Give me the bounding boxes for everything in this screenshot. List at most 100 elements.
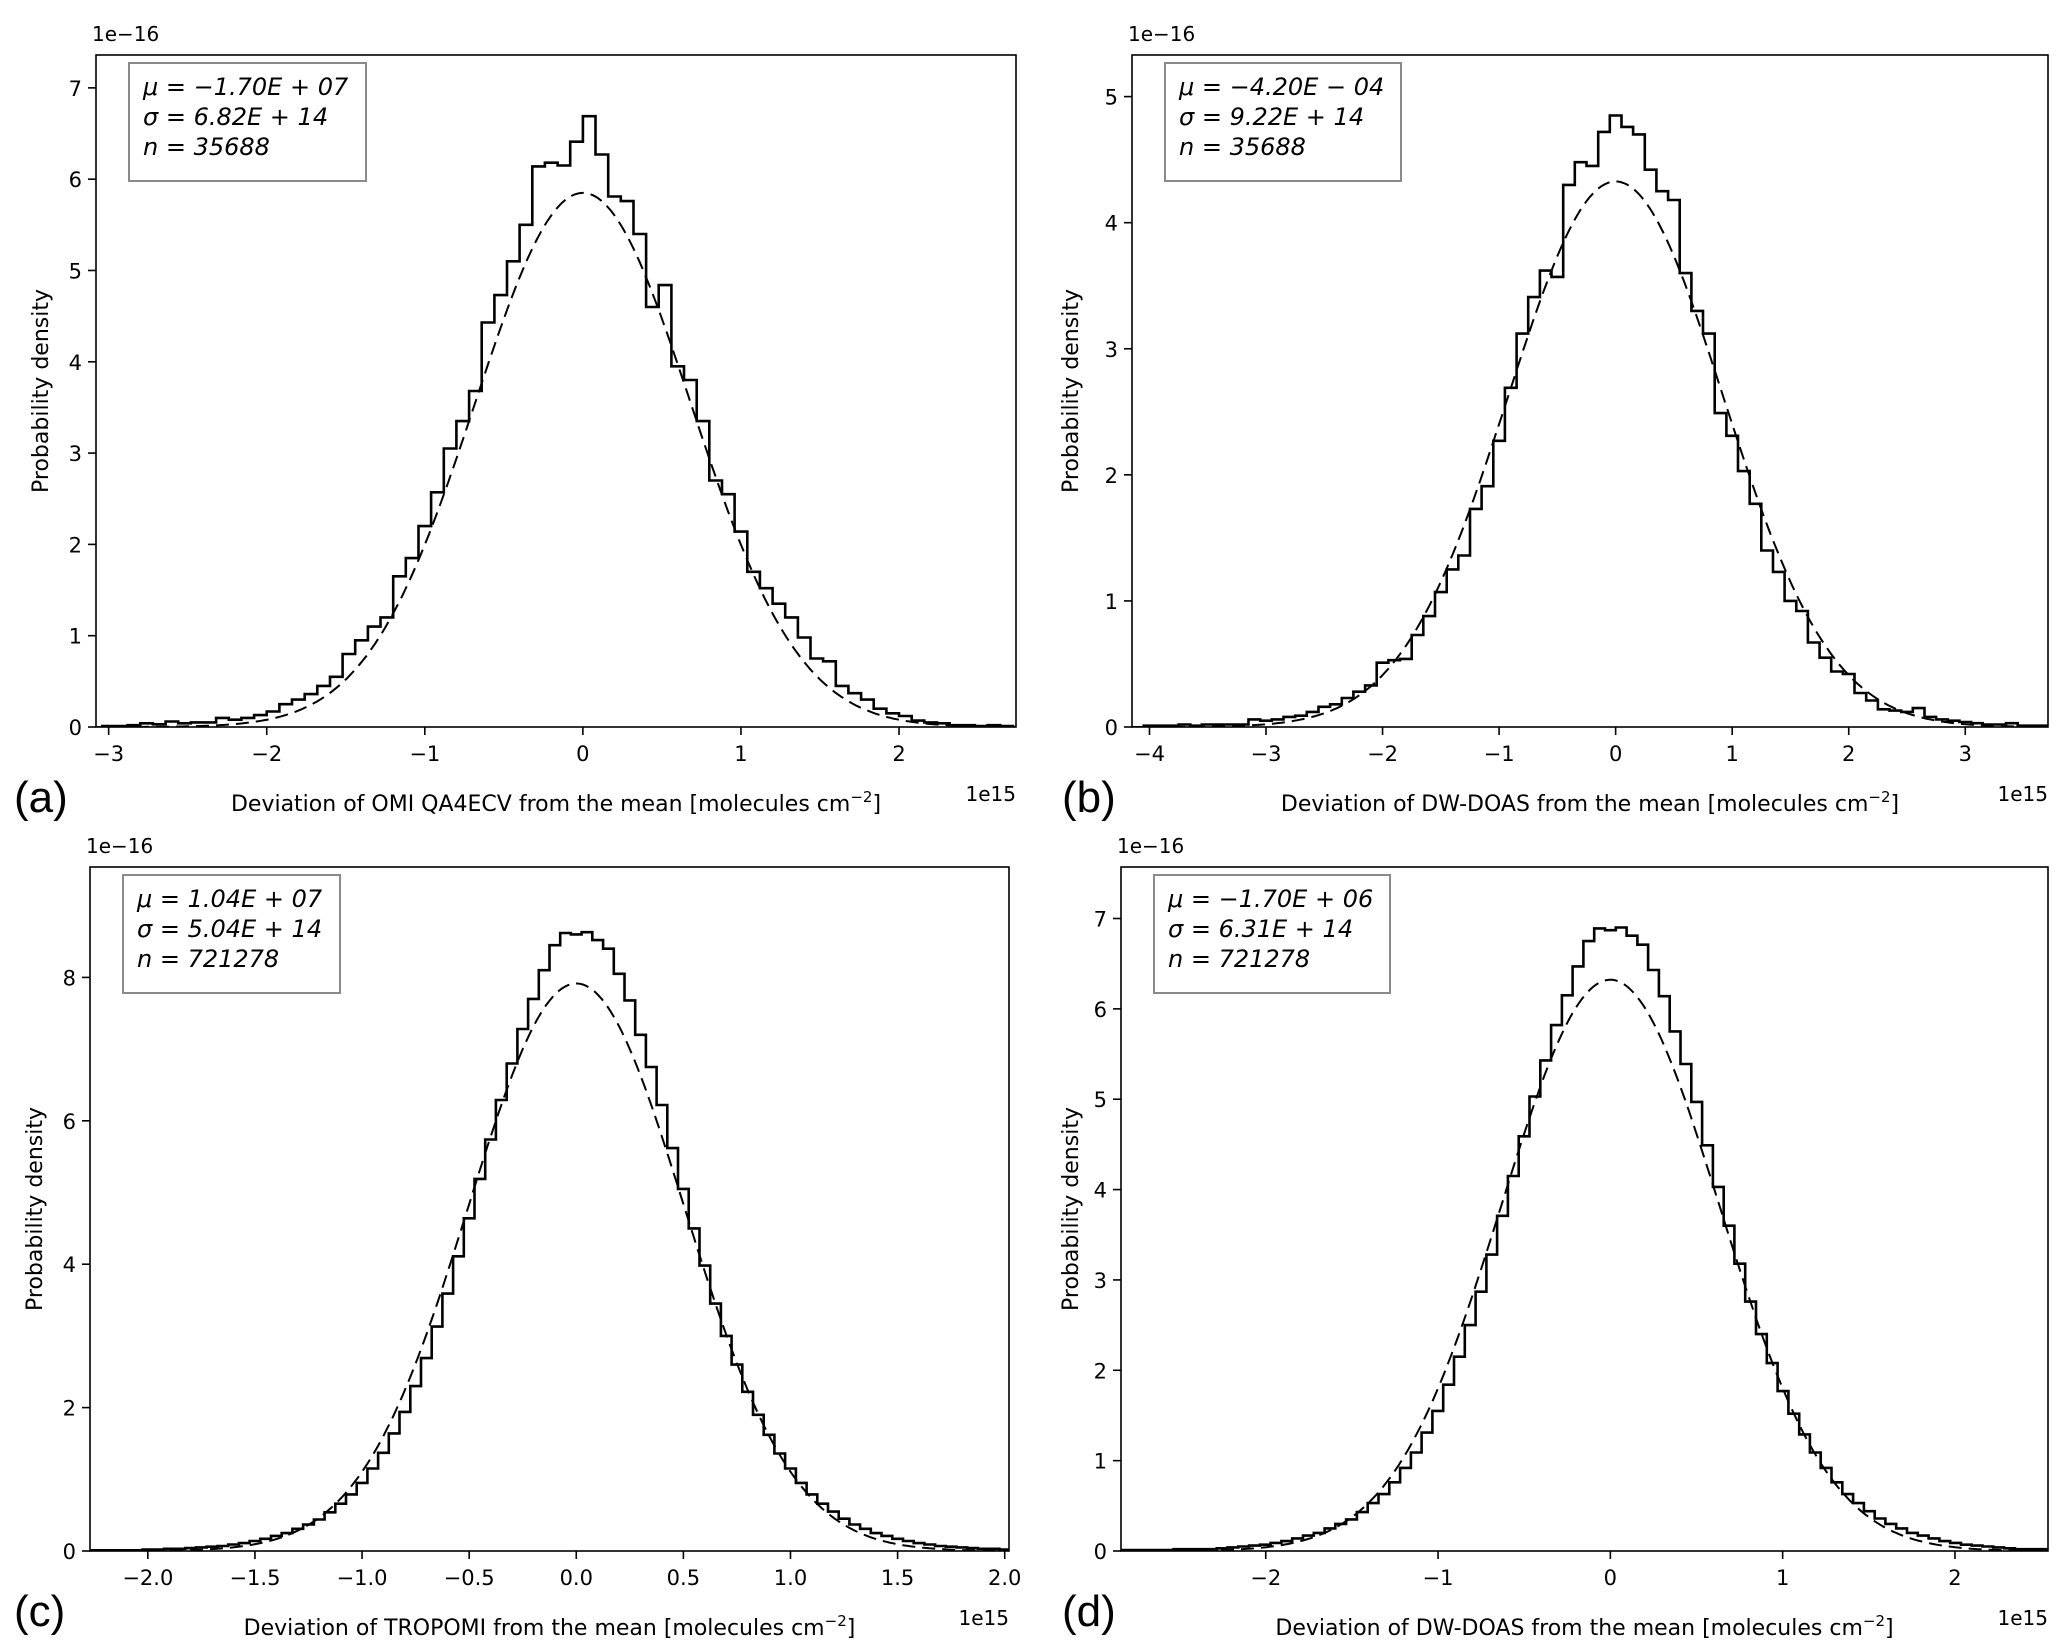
x-axis-label: Deviation of DW-DOAS from the mean [mole… (1275, 1612, 1893, 1641)
x-tick-label: −1 (409, 742, 440, 766)
x-axis-label: Deviation of TROPOMI from the mean [mole… (244, 1612, 856, 1641)
x-tick-label: −3 (93, 742, 124, 766)
axes-frame (95, 54, 1017, 728)
x-axis-label: Deviation of OMI QA4ECV from the mean [m… (231, 788, 881, 817)
stats-line: n = 721278 (1168, 945, 1310, 973)
x-tick-label: 1.0 (774, 1566, 807, 1590)
panel-label: (c) (14, 1587, 65, 1636)
y-tick-label: 8 (63, 966, 76, 990)
x-axis-label-end: ] (847, 1616, 856, 1641)
y-axis-label: Probability density (29, 289, 54, 493)
stats-line: σ = 6.31E + 14 (1168, 915, 1353, 943)
y-tick-label: 4 (1094, 1179, 1107, 1203)
y-tick-label: 0 (1105, 716, 1118, 740)
y-tick-label: 2 (1105, 464, 1118, 488)
x-tick-label: −1 (1484, 742, 1515, 766)
stats-box: μ = 1.04E + 07σ = 5.04E + 14n = 721278 (122, 874, 341, 994)
x-offset-label: 1e15 (966, 782, 1016, 806)
y-axis-label: Probability density (1059, 289, 1084, 493)
histogram-step-line (1121, 926, 2048, 1551)
y-tick-label: 7 (1094, 908, 1107, 932)
stats-line: n = 35688 (143, 133, 270, 161)
gaussian-fit-curve (90, 982, 1009, 1551)
x-axis-label-end: ] (872, 792, 881, 817)
x-tick-label: −2 (1250, 1566, 1281, 1590)
x-axis-label-end: ] (1891, 792, 1900, 817)
x-tick-label: 0.5 (667, 1566, 700, 1590)
x-tick-label: −2.0 (122, 1566, 173, 1590)
x-tick-label: 2 (1948, 1566, 1961, 1590)
x-tick-label: 1.5 (881, 1566, 914, 1590)
x-axis-label-text: Deviation of DW-DOAS from the mean [mole… (1281, 792, 1869, 817)
x-axis-label-superscript: −2 (825, 1612, 847, 1630)
y-tick-label: 2 (63, 1397, 76, 1421)
x-tick-label: −2 (251, 742, 282, 766)
x-tick-label: 3 (1959, 742, 1972, 766)
panel-label: (a) (14, 773, 68, 822)
x-tick-label: −2 (1367, 742, 1398, 766)
stats-box-frame (128, 62, 367, 182)
panel-label: (b) (1062, 773, 1116, 822)
x-tick-label: 0 (1604, 1566, 1617, 1590)
x-tick-label: −1.0 (337, 1566, 388, 1590)
gaussian-fit-curve (1121, 978, 2048, 1551)
stats-line: σ = 5.04E + 14 (137, 915, 322, 943)
histogram-step-line (101, 114, 1015, 727)
y-tick-label: 4 (63, 1253, 76, 1277)
panel-a: −3 −2 −1 0 1 2 0 1 2 3 4 5 6 7 1e−16 1e15 Deviation of O… (14, 22, 1017, 822)
axes-frame (89, 866, 1010, 1552)
stats-line: σ = 6.82E + 14 (143, 103, 328, 131)
y-tick-label: 5 (69, 259, 82, 283)
y-tick-label: 0 (1094, 1540, 1107, 1564)
y-tick-label: 0 (69, 716, 82, 740)
y-tick-label: 3 (1105, 338, 1118, 362)
x-axis-label-end: ] (1885, 1616, 1894, 1641)
x-axis-label-text: Deviation of TROPOMI from the mean [mole… (244, 1616, 825, 1641)
x-offset-label: 1e15 (1998, 782, 2048, 806)
stats-line: μ = 1.04E + 07 (136, 885, 323, 913)
y-offset-label: 1e−16 (92, 22, 159, 46)
y-tick-label: 4 (69, 351, 82, 375)
panel-b: −4 −3 −2 −1 0 1 2 3 0 1 2 3 4 5 1e−16 1e15 Deviation of … (1059, 22, 2049, 822)
axes-frame (1131, 54, 2049, 728)
panel-label: (d) (1062, 1587, 1116, 1636)
stats-line: σ = 9.22E + 14 (1179, 103, 1364, 131)
y-tick-label: 2 (1094, 1359, 1107, 1383)
panel-c: −2.0 −1.5 −1.0 −0.5 0.0 0.5 1.0 1.5 2.0 0 2 4 6 8 1e−1… (14, 834, 1021, 1641)
x-axis-label-superscript: −2 (850, 788, 872, 806)
x-tick-label: −1.5 (229, 1566, 280, 1590)
y-tick-label: 1 (1105, 590, 1118, 614)
y-tick-label: 1 (1094, 1450, 1107, 1474)
x-tick-label: 2.0 (988, 1566, 1021, 1590)
y-tick-label: 5 (1105, 86, 1118, 110)
gaussian-fit-curve (1132, 180, 2048, 727)
y-tick-label: 6 (69, 168, 82, 192)
stats-box-frame (1164, 62, 1402, 182)
axes-frame (1120, 866, 2049, 1552)
stats-line: μ = −1.70E + 07 (142, 73, 349, 101)
x-tick-label: 1 (1776, 1566, 1789, 1590)
y-tick-label: 3 (1094, 1269, 1107, 1293)
y-tick-label: 3 (69, 442, 82, 466)
stats-line: n = 35688 (1179, 133, 1306, 161)
x-tick-label: −4 (1134, 742, 1165, 766)
x-tick-label: −0.5 (444, 1566, 495, 1590)
stats-line: μ = −1.70E + 06 (1167, 885, 1373, 913)
x-axis-label-superscript: −2 (1868, 788, 1890, 806)
y-offset-label: 1e−16 (86, 834, 153, 858)
stats-line: μ = −4.20E − 04 (1178, 73, 1384, 101)
y-axis-label: Probability density (23, 1107, 48, 1311)
y-tick-label: 6 (1094, 998, 1107, 1022)
x-axis-label-superscript: −2 (1863, 1612, 1885, 1630)
stats-line: n = 721278 (137, 945, 279, 973)
y-tick-label: 7 (69, 77, 82, 101)
x-tick-label: 0.0 (560, 1566, 593, 1590)
x-axis-label-text: Deviation of OMI QA4ECV from the mean [m… (231, 792, 850, 817)
x-tick-label: 1 (1725, 742, 1738, 766)
stats-box: μ = −1.70E + 06σ = 6.31E + 14n = 721278 (1153, 874, 1391, 994)
x-tick-label: −1 (1423, 1566, 1454, 1590)
x-tick-label: 2 (1842, 742, 1855, 766)
stats-box: μ = −1.70E + 07σ = 6.82E + 14n = 35688 (128, 62, 367, 182)
stats-box: μ = −4.20E − 04σ = 9.22E + 14n = 35688 (1164, 62, 1402, 182)
